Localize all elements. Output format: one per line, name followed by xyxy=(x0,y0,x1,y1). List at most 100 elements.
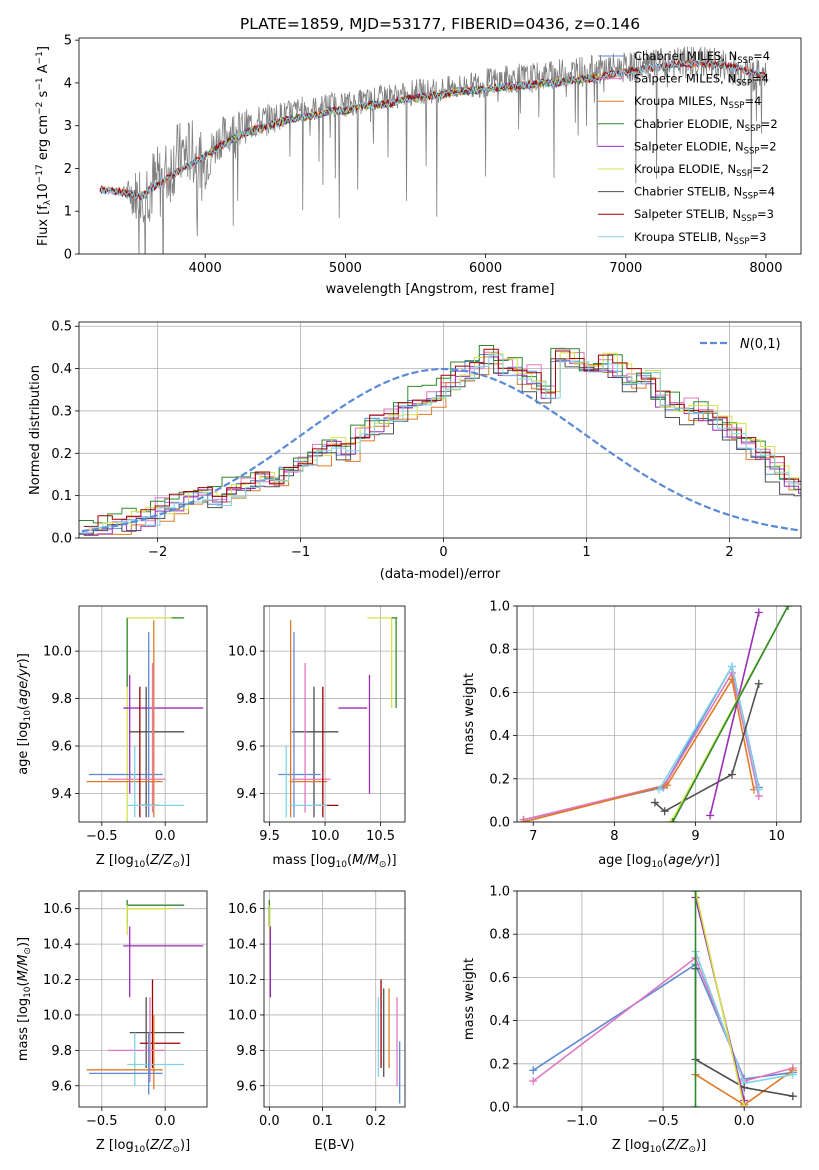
hist-salpeter-elodie xyxy=(83,356,801,536)
x-tick-label: −1.0 xyxy=(566,1114,598,1129)
y-tick-label: 0.4 xyxy=(51,362,72,377)
weight-line-kroupa-elodie xyxy=(694,891,745,1107)
legend-label: Kroupa MILES, NSSP=4 xyxy=(634,94,761,111)
residuals-plot xyxy=(79,345,801,536)
weight-marker xyxy=(788,1092,797,1101)
spectrum-xlabel: wavelength [Angstrom, rest frame] xyxy=(326,282,555,297)
weight-marker xyxy=(788,1070,797,1079)
y-tick-label: 0.5 xyxy=(51,320,72,335)
x-tick-label: 2 xyxy=(725,545,733,560)
weight_vs_Z-xlabel: Z [log10(Z/Z⊙)] xyxy=(612,1138,706,1155)
y-tick-label: 9.6 xyxy=(51,740,72,755)
age_vs_Z-plot xyxy=(86,617,204,822)
legend-label: Salpeter ELODIE, NSSP=2 xyxy=(634,139,777,156)
x-tick-label: −1 xyxy=(291,545,310,560)
y-tick-label: 0.6 xyxy=(489,971,510,986)
y-tick-label: 2 xyxy=(64,162,72,177)
y-tick-label: 9.8 xyxy=(236,1044,257,1059)
y-tick-label: 0 xyxy=(64,248,72,263)
y-tick-label: 9.8 xyxy=(51,692,72,707)
weight-marker xyxy=(740,1103,749,1107)
y-tick-label: 0.1 xyxy=(51,489,72,504)
x-tick-label: 9.5 xyxy=(259,829,280,844)
weight-line-chabrier-stelib xyxy=(654,683,760,813)
hist-salpeter-miles xyxy=(83,348,801,531)
mass_vs_Z-plot xyxy=(86,899,204,1095)
x-tick-label: 8000 xyxy=(749,261,782,276)
y-tick-label: 0.0 xyxy=(489,816,510,831)
y-tick-label: 0.8 xyxy=(489,928,510,943)
y-tick-label: 5 xyxy=(64,34,72,49)
weight-line-salpeter-miles xyxy=(523,670,760,821)
residuals-xlabel: (data-model)/error xyxy=(380,567,501,582)
residuals-frame xyxy=(78,321,802,539)
mass_vs_Z-axes: −0.5 0.0 9.6 9.8 10.0 10.2 10.4 10.6 xyxy=(43,891,207,1129)
x-tick-label: 7000 xyxy=(609,261,642,276)
weight-marker xyxy=(691,891,700,895)
legend-label-normal: N(0,1) xyxy=(740,337,781,352)
y-tick-label: 4 xyxy=(64,76,72,91)
y-tick-label: 9.8 xyxy=(236,692,257,707)
y-tick-label: 9.4 xyxy=(236,787,257,802)
x-tick-label: 4000 xyxy=(189,261,222,276)
legend-label: Salpeter MILES, NSSP=4 xyxy=(634,72,769,89)
age_vs_mass-plot xyxy=(278,617,398,818)
weight-marker xyxy=(691,1103,700,1107)
x-tick-label: 0 xyxy=(439,545,447,560)
legend-label: Salpeter STELIB, NSSP=3 xyxy=(634,207,774,224)
y-tick-label: 0.2 xyxy=(489,772,510,787)
y-tick-label: 0.4 xyxy=(489,729,510,744)
mass_vs_Z-ylabel: mass [log10(M/M⊙)] xyxy=(16,937,33,1061)
model-kroupa-stelib xyxy=(99,59,767,201)
weight_vs_age-plot xyxy=(519,606,793,822)
mass_vs_ebv-plot xyxy=(268,899,401,1104)
y-tick-label: 10.4 xyxy=(228,938,257,953)
y-tick-label: 0.0 xyxy=(489,1101,510,1116)
weight_vs_Z-axes: −1.0 −0.5 0.0 0.0 0.2 0.4 0.6 0.8 1.0 xyxy=(489,885,801,1129)
y-tick-label: 9.6 xyxy=(236,740,257,755)
weight-marker xyxy=(650,798,659,807)
y-tick-label: 1.0 xyxy=(489,600,510,615)
x-tick-label: 1 xyxy=(582,545,590,560)
y-tick-label: 10.4 xyxy=(43,938,72,953)
weight-marker xyxy=(519,818,528,822)
y-tick-label: 0.4 xyxy=(489,1014,510,1029)
mass_vs_ebv-axes: 0.0 0.1 0.2 9.6 9.8 10.0 10.2 10.4 10.6 xyxy=(228,891,405,1129)
x-tick-label: 10 xyxy=(768,829,785,844)
x-tick-label: 10.5 xyxy=(366,829,395,844)
age_vs_mass-frame xyxy=(263,605,406,823)
legend-label: Kroupa STELIB, NSSP=3 xyxy=(634,230,766,247)
y-tick-label: 10.2 xyxy=(43,973,72,988)
y-tick-label: 0.2 xyxy=(489,1057,510,1072)
age_vs_Z-frame xyxy=(78,605,208,823)
weight-marker xyxy=(655,785,663,794)
weight-marker xyxy=(529,1077,538,1086)
x-tick-label: 0.1 xyxy=(312,1114,333,1129)
weight-marker xyxy=(754,679,763,688)
y-tick-label: 10.0 xyxy=(228,645,257,660)
y-tick-label: 9.6 xyxy=(51,1079,72,1094)
y-tick-label: 10.0 xyxy=(43,1008,72,1023)
weight-marker xyxy=(728,770,737,779)
weight-marker xyxy=(754,608,763,617)
age_vs_Z-xlabel: Z [log10(Z/Z⊙)] xyxy=(96,853,190,870)
age_vs_mass-xlabel: mass [log10(M/M⊙)] xyxy=(272,853,396,870)
weight_vs_Z-frame xyxy=(516,890,802,1108)
y-tick-label: 1.0 xyxy=(489,885,510,900)
weight_vs_age-frame xyxy=(516,605,802,823)
hist-chabrier-elodie xyxy=(79,345,801,524)
weight-line-chabrier-elodie xyxy=(672,606,789,822)
weight_vs_age-axes: 7 8 9 10 0.0 0.2 0.4 0.6 0.8 1.0 xyxy=(489,600,801,844)
x-tick-label: 6000 xyxy=(469,261,502,276)
weight-marker xyxy=(660,807,669,816)
y-tick-label: 9.6 xyxy=(236,1079,257,1094)
weight-line-kroupa-miles xyxy=(523,677,755,822)
x-tick-label: 8 xyxy=(610,829,618,844)
x-tick-label: −2 xyxy=(148,545,167,560)
age_vs_Z-axes: −0.5 0.0 9.4 9.6 9.8 10.0 xyxy=(43,606,207,844)
legend-label: Chabrier STELIB, NSSP=4 xyxy=(634,185,775,202)
legend-label: Kroupa ELODIE, NSSP=2 xyxy=(634,162,769,179)
age_vs_mass-axes: 9.5 10.0 10.5 9.4 9.6 9.8 10.0 xyxy=(228,606,405,844)
weight-marker xyxy=(784,606,793,610)
residuals-ylabel: Normed distribution xyxy=(28,365,43,495)
